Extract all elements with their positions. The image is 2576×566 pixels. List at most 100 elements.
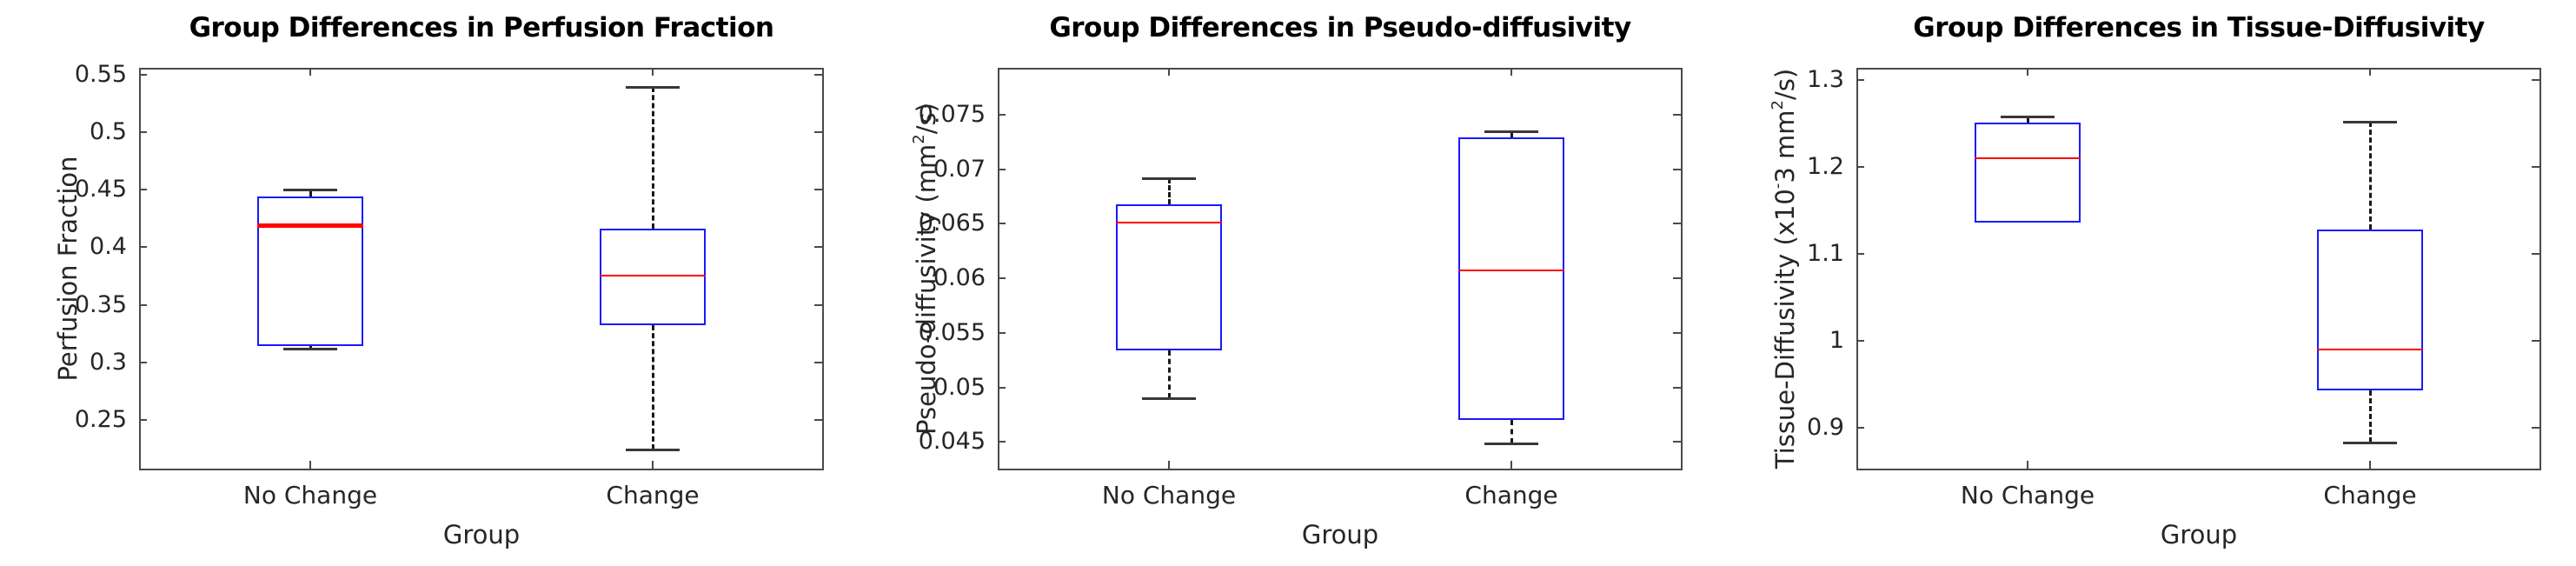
box-iqr <box>2317 230 2423 390</box>
plot-area <box>139 68 824 470</box>
y-tick-mark-left <box>998 331 1006 334</box>
y-tick-mark-left <box>998 386 1006 389</box>
x-tick-mark-top <box>309 68 311 76</box>
upper-whisker-cap <box>626 86 680 90</box>
y-tick-mark-right <box>2532 79 2539 81</box>
upper-whisker-line <box>2368 122 2372 230</box>
box-iqr <box>1116 203 1222 350</box>
y-tick-mark-right <box>1673 277 1681 280</box>
y-tick-mark-left <box>998 113 1006 116</box>
y-tick-label: 1.2 <box>1807 153 1844 180</box>
median-line <box>1458 270 1564 272</box>
x-tick-label: No Change <box>242 481 378 509</box>
y-tick-mark-right <box>814 361 822 363</box>
x-tick-label: Change <box>606 481 700 509</box>
x-tick-label: No Change <box>1101 481 1237 509</box>
y-tick-mark-left <box>139 131 147 134</box>
y-tick-label: 0.55 <box>74 60 127 88</box>
chart-panel-tissue-diffusivity: Group Differences in Tissue-Diffusivity … <box>1717 0 2576 566</box>
y-tick-label: 0.05 <box>933 373 986 401</box>
y-tick-label: 0.4 <box>90 233 127 261</box>
y-tick-mark-right <box>1673 386 1681 389</box>
y-tick-mark-left <box>998 441 1006 443</box>
upper-whisker-line <box>309 190 312 197</box>
upper-whisker-cap <box>1142 176 1196 180</box>
chart-panel-pseudo-diffusivity: Group Differences in Pseudo-diffusivity … <box>859 0 1717 566</box>
y-tick-label: 0.9 <box>1807 414 1844 441</box>
x-axis-label: Group <box>1301 520 1379 549</box>
x-tick-mark-top <box>1510 68 1512 76</box>
y-tick-mark-right <box>2532 166 2539 168</box>
y-tick-mark-right <box>814 303 822 306</box>
y-tick-mark-right <box>814 418 822 421</box>
x-tick-mark-bottom <box>309 461 311 469</box>
x-tick-mark-bottom <box>1168 461 1170 469</box>
y-tick-label: 1.1 <box>1807 240 1844 267</box>
box-iqr <box>1458 137 1564 421</box>
y-tick-label: 0.065 <box>918 210 986 237</box>
y-tick-mark-left <box>998 277 1006 280</box>
median-line <box>1116 222 1222 224</box>
y-tick-mark-left <box>139 73 147 76</box>
y-tick-mark-right <box>1673 223 1681 225</box>
chart-title: Group Differences in Pseudo-diffusivity <box>1049 12 1631 43</box>
y-tick-label: 1.3 <box>1807 66 1844 93</box>
y-tick-mark-right <box>2532 253 2539 255</box>
box-iqr <box>257 196 363 347</box>
x-tick-label: Change <box>1464 481 1558 509</box>
upper-whisker-cap <box>1484 130 1538 133</box>
x-tick-mark-top <box>2027 68 2028 76</box>
y-tick-label: 0.045 <box>918 428 986 456</box>
y-tick-mark-right <box>814 73 822 76</box>
y-tick-label: 0.35 <box>74 290 127 318</box>
x-tick-label: Change <box>2323 481 2417 509</box>
y-tick-mark-right <box>814 246 822 249</box>
chart-title: Group Differences in Perfusion Fraction <box>189 12 774 43</box>
upper-whisker-line <box>2026 117 2029 123</box>
y-tick-mark-left <box>139 303 147 306</box>
y-tick-mark-left <box>139 361 147 363</box>
y-axis-label-superscript: 2 <box>909 134 928 144</box>
y-tick-mark-right <box>814 131 822 134</box>
y-tick-label: 0.07 <box>933 155 986 183</box>
median-line <box>600 275 706 277</box>
upper-whisker-cap <box>2343 121 2397 123</box>
lower-whisker-cap <box>283 347 337 350</box>
box-iqr <box>1975 123 2081 223</box>
upper-whisker-cap <box>2001 116 2055 118</box>
y-tick-mark-right <box>1673 113 1681 116</box>
lower-whisker-line <box>1167 350 1171 399</box>
lower-whisker-line <box>309 346 312 349</box>
x-tick-mark-bottom <box>652 461 654 469</box>
y-tick-mark-right <box>1673 168 1681 170</box>
upper-whisker-line <box>1510 130 1513 138</box>
y-tick-mark-left <box>1856 79 1864 81</box>
x-tick-mark-bottom <box>2369 461 2371 469</box>
y-tick-label: 0.5 <box>90 118 127 146</box>
y-tick-label: 0.055 <box>918 318 986 346</box>
x-tick-mark-top <box>1168 68 1170 76</box>
y-tick-mark-left <box>1856 166 1864 168</box>
x-tick-label: No Change <box>1960 481 2095 509</box>
lower-whisker-line <box>1510 420 1513 443</box>
y-tick-mark-left <box>998 168 1006 170</box>
x-tick-mark-top <box>2369 68 2371 76</box>
x-tick-mark-bottom <box>1510 461 1512 469</box>
upper-whisker-cap <box>283 189 337 192</box>
upper-whisker-line <box>651 87 654 230</box>
y-tick-mark-right <box>814 189 822 191</box>
y-axis-label-superscript: - <box>1768 183 1787 190</box>
box-iqr <box>600 229 706 326</box>
y-tick-label: 0.3 <box>90 348 127 376</box>
median-line <box>2317 349 2423 350</box>
y-tick-mark-right <box>1673 331 1681 334</box>
plot-area <box>1856 68 2541 470</box>
y-tick-mark-left <box>139 246 147 249</box>
y-tick-label: 0.075 <box>918 100 986 128</box>
y-axis-label-superscript: 2 <box>1768 100 1787 110</box>
chart-panel-perfusion-fraction: Group Differences in Perfusion Fraction … <box>0 0 859 566</box>
lower-whisker-cap <box>1142 397 1196 401</box>
y-tick-mark-right <box>1673 441 1681 443</box>
x-tick-mark-bottom <box>2027 461 2028 469</box>
